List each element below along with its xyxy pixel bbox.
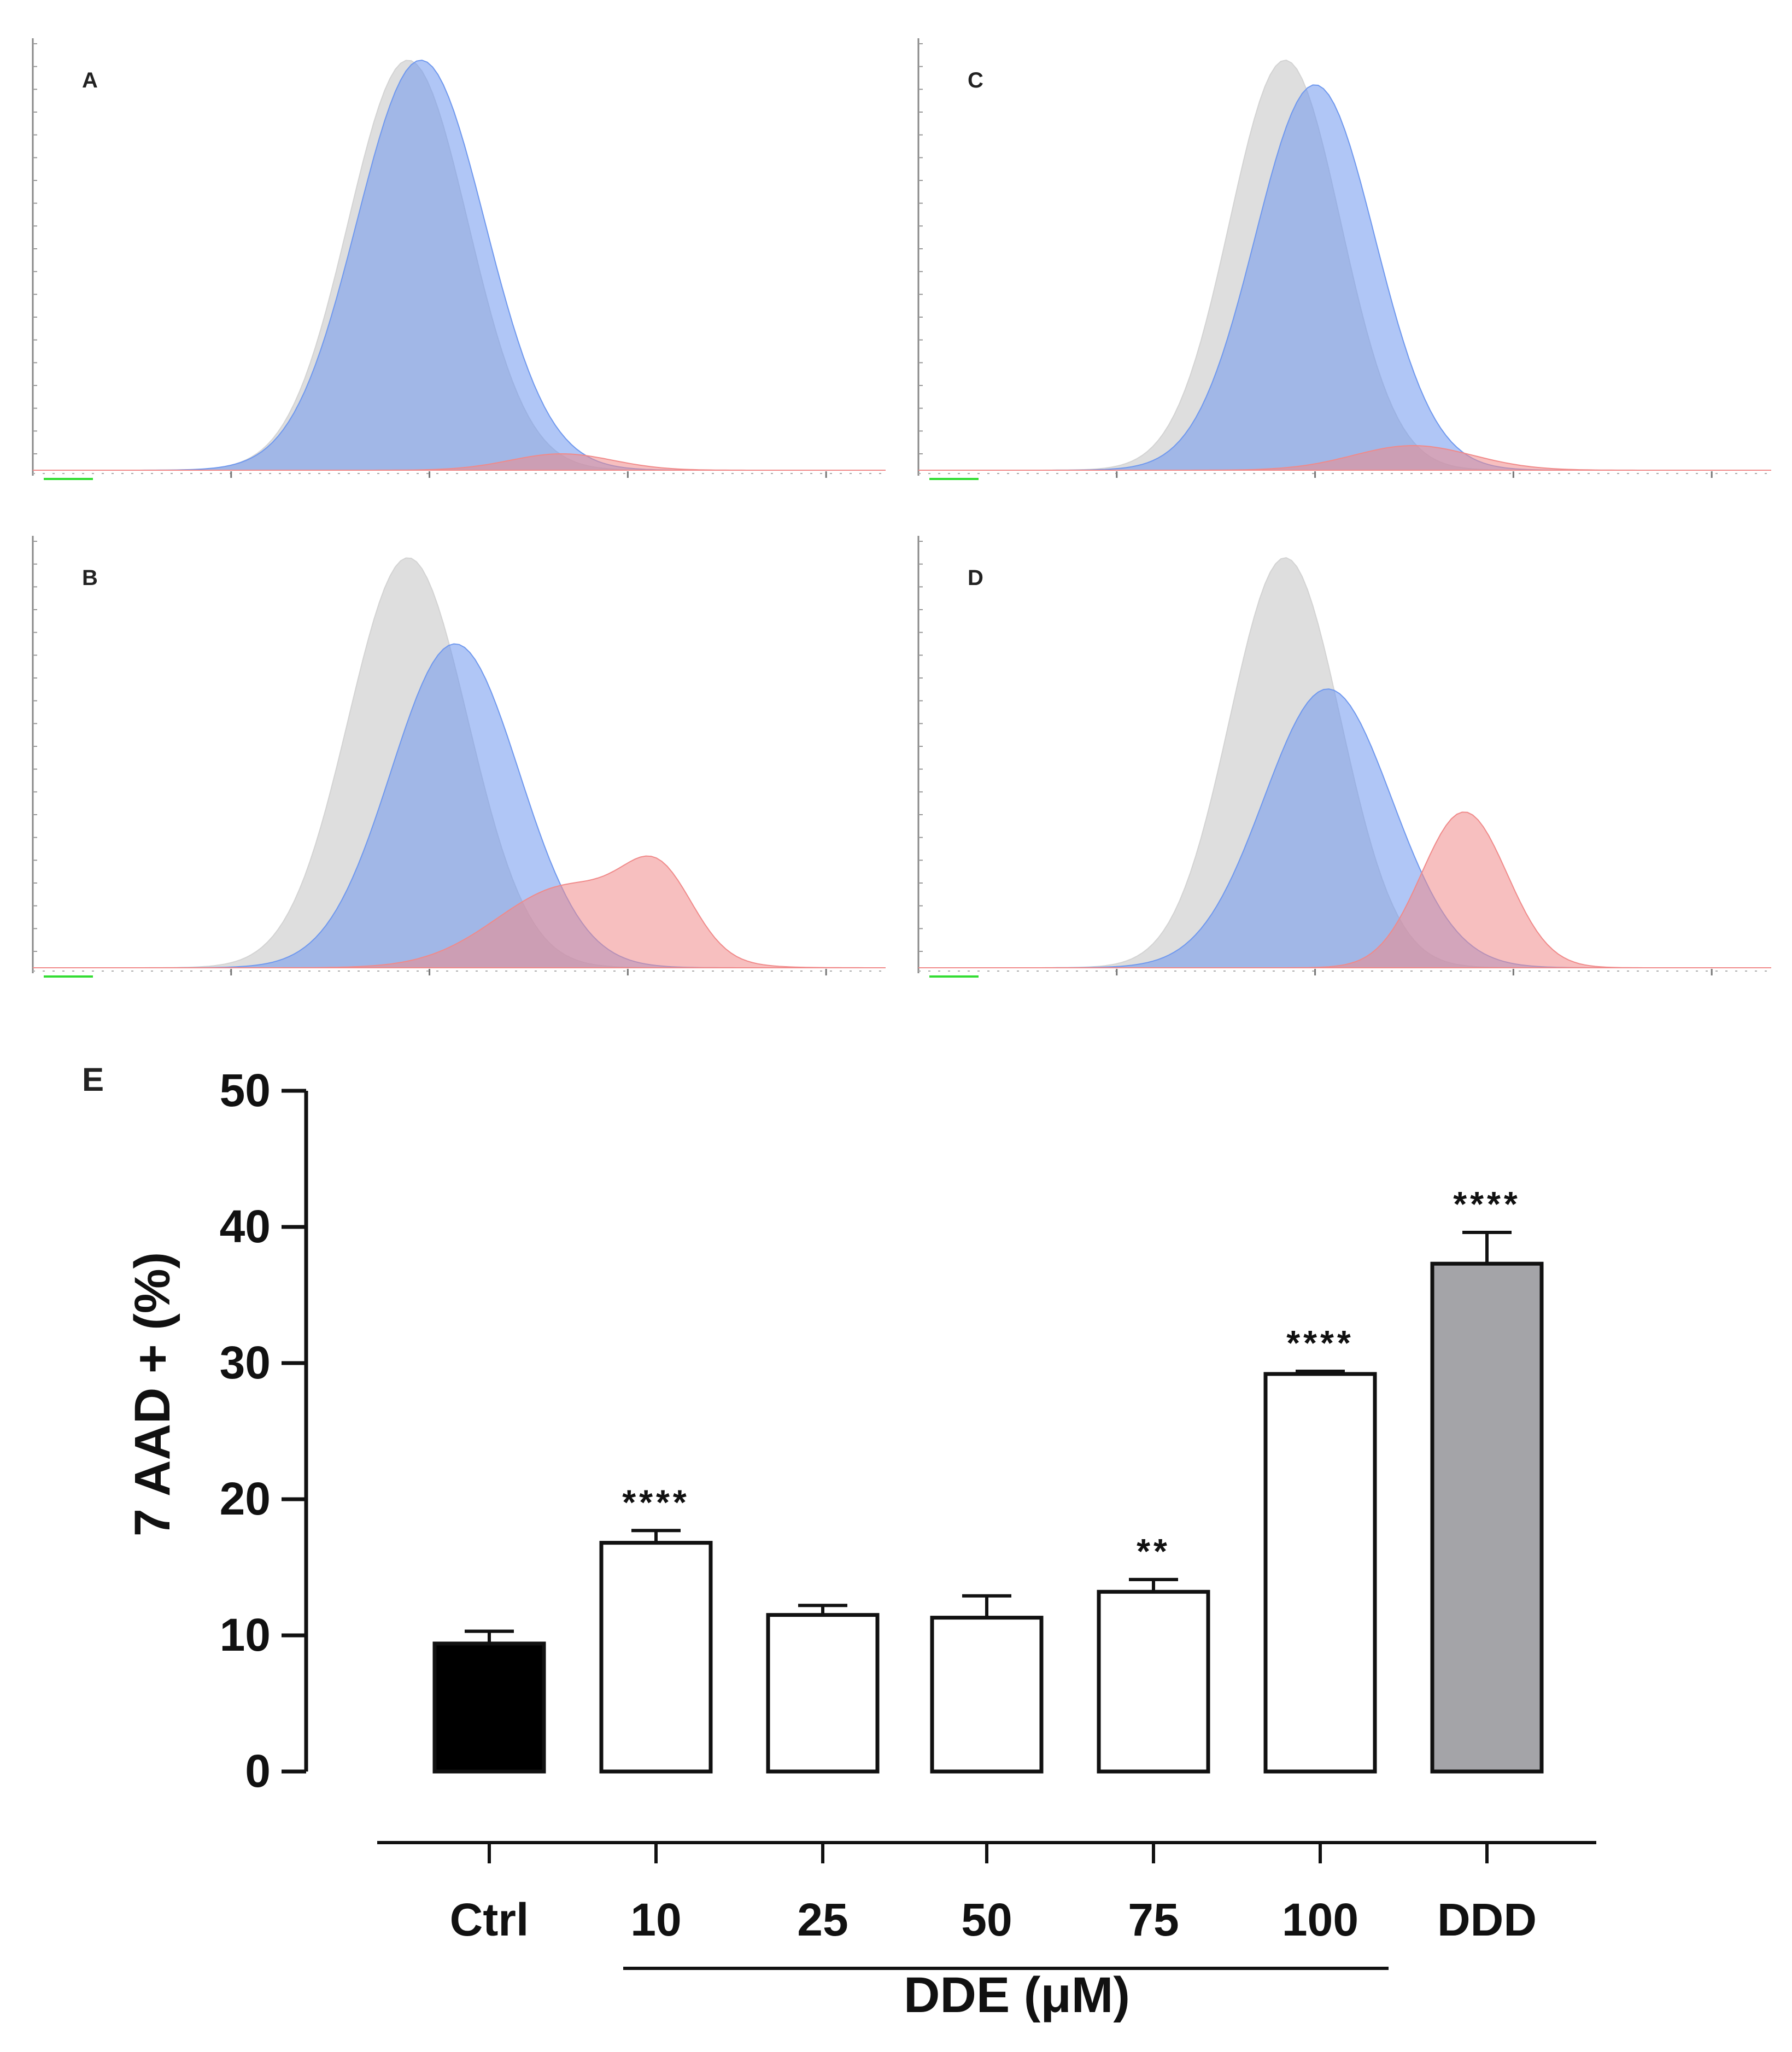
panel-label-c: C (968, 68, 983, 92)
x-tick-label: 10 (630, 1894, 681, 1945)
bar-25 (766, 1613, 880, 1774)
x-tick-label: 50 (961, 1894, 1012, 1945)
y-axis-label: 7 AAD + (%) (125, 1252, 180, 1537)
significance-marker: **** (622, 1482, 690, 1522)
bar-50 (930, 1616, 1044, 1774)
significance-marker: ** (1137, 1531, 1170, 1571)
x-axis-label: DDE (μM) (904, 1967, 1130, 2023)
histogram-panel-d: D (917, 536, 1771, 978)
histogram-panel-a: A (32, 38, 886, 480)
bar-75 (1097, 1589, 1210, 1774)
panel-label-e: E (82, 1061, 104, 1098)
panel-label-b: B (82, 566, 98, 590)
x-tick-label: 75 (1128, 1894, 1179, 1945)
histogram-curve-7aad- (33, 855, 886, 968)
bar-10 (599, 1541, 713, 1774)
bar-100 (1263, 1372, 1377, 1774)
panel-label-a: A (82, 68, 98, 92)
bar-marks: 0 10 20 30 40 50 Ctrl **** 10 25 50 ** 75 **** 100 ****… (220, 1065, 1596, 1970)
significance-marker: **** (1286, 1323, 1354, 1363)
histogram-curve-7aad- (918, 811, 1771, 968)
y-tick-label: 30 (220, 1337, 271, 1388)
y-tick-label: 10 (220, 1609, 271, 1661)
histogram-curve-7aad- (33, 453, 886, 471)
significance-marker: **** (1453, 1184, 1521, 1224)
x-tick-label: Ctrl (450, 1894, 529, 1945)
panel-label-d: D (968, 566, 983, 590)
y-tick-label: 40 (220, 1201, 271, 1252)
bar-ddd (1430, 1261, 1544, 1774)
bar-ctrl (432, 1641, 546, 1774)
histogram-panel-c: C (917, 38, 1771, 480)
histogram-curve-7aad- (918, 445, 1771, 471)
x-tick-label: 100 (1282, 1894, 1358, 1945)
y-tick-label: 50 (220, 1065, 271, 1116)
x-tick-label: DDD (1437, 1894, 1537, 1945)
y-tick-label: 0 (245, 1745, 271, 1797)
x-tick-label: 25 (797, 1894, 848, 1945)
y-tick-label: 20 (220, 1473, 271, 1524)
bar-chart-panel-e: E 7 AAD + (%) 0 10 20 30 40 50 Ctrl **** 10 25 50 *… (82, 1061, 1596, 2023)
histogram-panel-b: B (32, 536, 886, 978)
